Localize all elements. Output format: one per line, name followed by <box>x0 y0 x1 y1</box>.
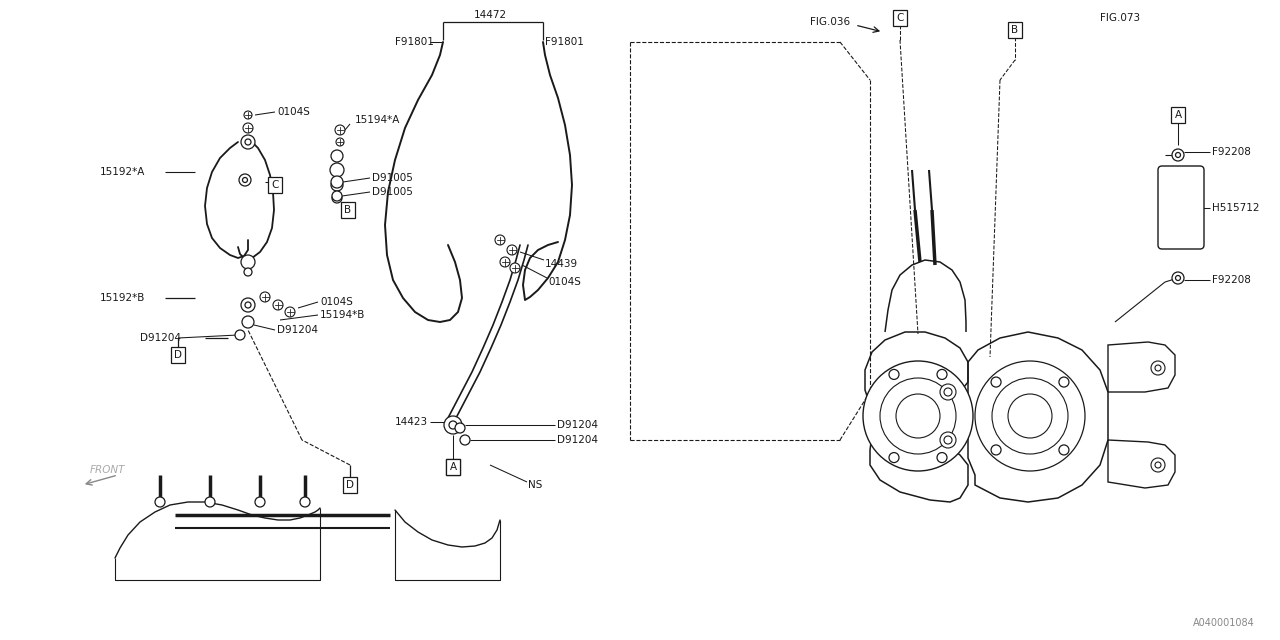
Text: F91801: F91801 <box>545 37 584 47</box>
Circle shape <box>495 235 506 245</box>
Text: FIG.073: FIG.073 <box>1100 13 1140 23</box>
Circle shape <box>242 316 253 328</box>
Text: 15192*A: 15192*A <box>100 167 146 177</box>
Circle shape <box>241 135 255 149</box>
Text: A: A <box>1175 110 1181 120</box>
Circle shape <box>890 369 899 380</box>
Circle shape <box>1155 365 1161 371</box>
Circle shape <box>1172 149 1184 161</box>
Circle shape <box>330 163 344 177</box>
Text: A: A <box>449 462 457 472</box>
Circle shape <box>273 300 283 310</box>
Text: B: B <box>344 205 352 215</box>
Circle shape <box>242 177 247 182</box>
Circle shape <box>260 292 270 302</box>
Circle shape <box>244 302 251 308</box>
Circle shape <box>896 394 940 438</box>
Circle shape <box>332 191 342 201</box>
Circle shape <box>1151 361 1165 375</box>
Circle shape <box>992 378 1068 454</box>
Circle shape <box>940 432 956 448</box>
Text: F91801: F91801 <box>396 37 434 47</box>
Circle shape <box>255 497 265 507</box>
Circle shape <box>500 257 509 267</box>
Circle shape <box>332 150 343 162</box>
Text: A040001084: A040001084 <box>1193 618 1254 628</box>
Circle shape <box>509 263 520 273</box>
Circle shape <box>881 378 956 454</box>
Circle shape <box>300 497 310 507</box>
Circle shape <box>991 377 1001 387</box>
Circle shape <box>332 176 343 188</box>
Text: D91204: D91204 <box>140 333 180 343</box>
Circle shape <box>285 307 294 317</box>
Text: D91204: D91204 <box>276 325 317 335</box>
Text: B: B <box>1011 25 1019 35</box>
Circle shape <box>444 416 462 434</box>
Text: 14472: 14472 <box>474 10 507 20</box>
FancyBboxPatch shape <box>1158 166 1204 249</box>
Text: D: D <box>346 480 355 490</box>
Circle shape <box>454 423 465 433</box>
Circle shape <box>332 179 343 191</box>
Text: 15192*B: 15192*B <box>100 293 146 303</box>
Text: FIG.036: FIG.036 <box>810 17 850 27</box>
Text: 15194*A: 15194*A <box>355 115 401 125</box>
Circle shape <box>337 138 344 146</box>
Text: 15194*B: 15194*B <box>320 310 365 320</box>
Circle shape <box>937 452 947 463</box>
Circle shape <box>244 111 252 119</box>
Circle shape <box>940 384 956 400</box>
Circle shape <box>991 445 1001 455</box>
Circle shape <box>863 361 973 471</box>
Circle shape <box>945 436 952 444</box>
Text: D91005: D91005 <box>372 173 413 183</box>
Circle shape <box>243 123 253 133</box>
Circle shape <box>1175 275 1180 280</box>
Circle shape <box>205 497 215 507</box>
Text: 14423: 14423 <box>394 417 428 427</box>
Text: C: C <box>271 180 279 190</box>
Circle shape <box>1155 462 1161 468</box>
Text: F92208: F92208 <box>1212 275 1251 285</box>
Text: C: C <box>896 13 904 23</box>
Text: A: A <box>449 462 457 472</box>
Text: D91204: D91204 <box>557 435 598 445</box>
Text: 0104S: 0104S <box>548 277 581 287</box>
Circle shape <box>1009 394 1052 438</box>
Circle shape <box>890 452 899 463</box>
Circle shape <box>1172 272 1184 284</box>
Circle shape <box>507 245 517 255</box>
Circle shape <box>335 125 346 135</box>
Text: 0104S: 0104S <box>276 107 310 117</box>
Circle shape <box>1059 377 1069 387</box>
Circle shape <box>244 268 252 276</box>
Circle shape <box>241 255 255 269</box>
Circle shape <box>1151 458 1165 472</box>
Circle shape <box>449 421 457 429</box>
Text: D91005: D91005 <box>372 187 413 197</box>
Circle shape <box>332 193 342 203</box>
Text: F92208: F92208 <box>1212 147 1251 157</box>
Circle shape <box>945 388 952 396</box>
Text: NS: NS <box>529 480 543 490</box>
Circle shape <box>1175 152 1180 157</box>
Text: 0104S: 0104S <box>320 297 353 307</box>
Circle shape <box>975 361 1085 471</box>
Circle shape <box>239 174 251 186</box>
Circle shape <box>155 497 165 507</box>
Text: FRONT: FRONT <box>90 465 125 475</box>
Circle shape <box>241 298 255 312</box>
Text: H515712: H515712 <box>1212 202 1260 212</box>
Text: 14439: 14439 <box>545 259 579 269</box>
Circle shape <box>460 435 470 445</box>
Circle shape <box>236 330 244 340</box>
Text: D: D <box>174 350 182 360</box>
Text: D91204: D91204 <box>557 420 598 430</box>
Circle shape <box>244 139 251 145</box>
Circle shape <box>1059 445 1069 455</box>
Circle shape <box>937 369 947 380</box>
